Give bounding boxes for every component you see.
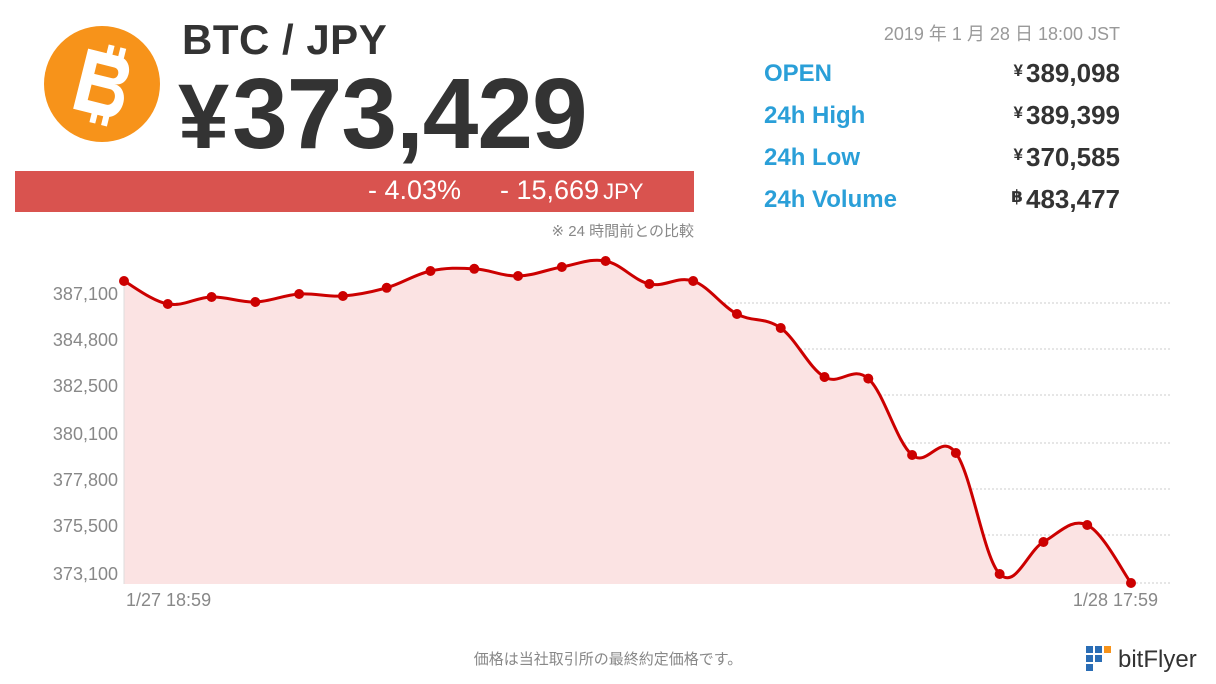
stat-value-open: ¥389,098 — [900, 58, 1120, 89]
change-bar — [15, 171, 694, 212]
stat-value-24h-volume: ฿ 483,477 — [900, 184, 1120, 215]
y-tick-label: 384,800 — [53, 330, 118, 350]
data-point — [994, 569, 1005, 579]
stat-label-24h-low: 24h Low — [764, 144, 861, 171]
stat-number: 389,399 — [1026, 100, 1120, 130]
data-point — [337, 291, 348, 301]
data-point — [688, 276, 699, 286]
footer-note: 価格は当社取引所の最終約定価格です。 — [473, 651, 743, 668]
stat-currency: ฿ — [1011, 187, 1024, 206]
timestamp: 2019 年 1 月 28 日 18:00 JST — [883, 24, 1120, 44]
bitcoin-logo-icon — [44, 26, 160, 142]
pair-title: BTC / JPY — [182, 16, 388, 63]
data-point — [119, 276, 129, 286]
stat-label-24h-volume: 24h Volume — [764, 186, 897, 213]
stat-label-open: OPEN — [764, 60, 833, 87]
y-tick-label: 387,100 — [53, 284, 118, 304]
comparison-note: ※ 24 時間前との比較 — [551, 223, 694, 240]
data-point — [381, 282, 392, 293]
data-point — [731, 309, 742, 319]
data-point — [775, 323, 786, 333]
y-tick-label: 380,100 — [53, 424, 118, 444]
y-tick-label: 382,500 — [53, 376, 118, 396]
stat-currency: ¥ — [1013, 61, 1024, 80]
brand-name: bitFlyer — [1118, 646, 1197, 673]
change-amount: - 15,669 JPY — [500, 175, 643, 206]
bitflyer-logo-icon — [1086, 646, 1111, 671]
change-percent: - 4.03% — [368, 175, 462, 205]
y-tick-label: 373,100 — [53, 564, 118, 584]
data-point — [1082, 520, 1093, 530]
stat-number: 389,098 — [1026, 58, 1120, 88]
data-point — [206, 292, 217, 302]
data-point — [907, 450, 918, 460]
current-price: ¥373,429 — [178, 64, 588, 164]
stat-number: 483,477 — [1026, 184, 1120, 214]
x-tick-label-end: 1/28 17:59 — [1073, 590, 1158, 610]
data-point — [556, 262, 567, 272]
area-fill — [124, 260, 1131, 584]
data-point — [644, 279, 655, 289]
data-point — [513, 271, 524, 281]
data-point — [294, 289, 305, 299]
change-amount-unit: JPY — [603, 179, 644, 204]
data-point — [425, 266, 436, 276]
data-point — [600, 256, 611, 266]
stat-value-24h-high: ¥389,399 — [900, 100, 1120, 131]
stat-currency: ¥ — [1013, 103, 1024, 122]
data-point — [469, 263, 480, 274]
data-point — [1126, 578, 1136, 588]
data-point — [250, 297, 261, 307]
stat-value-24h-low: ¥370,585 — [900, 142, 1120, 173]
stat-number: 370,585 — [1026, 142, 1120, 172]
data-point — [819, 372, 830, 382]
price-value: 373,429 — [232, 58, 587, 170]
y-tick-label: 375,500 — [53, 516, 118, 536]
stat-label-24h-high: 24h High — [764, 102, 866, 129]
change-amount-value: - 15,669 — [500, 175, 600, 205]
data-point — [950, 448, 961, 458]
y-tick-label: 377,800 — [53, 470, 118, 490]
data-point — [863, 373, 874, 384]
data-point — [162, 299, 173, 309]
data-point — [1038, 537, 1049, 547]
bitcoin-symbol — [73, 44, 130, 127]
price-currency-symbol: ¥ — [178, 66, 229, 168]
x-tick-label-start: 1/27 18:59 — [126, 590, 211, 610]
stat-currency: ¥ — [1013, 145, 1024, 164]
price-chart: 387,100 384,800 382,500 380,100 377,800 375,5… — [53, 256, 1172, 610]
